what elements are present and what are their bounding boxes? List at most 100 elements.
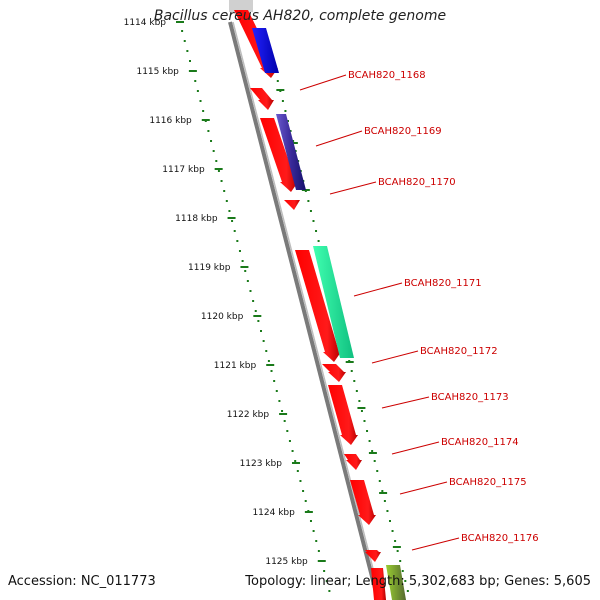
strand-dot <box>381 490 384 492</box>
strand-dot <box>276 80 279 82</box>
scale-dot <box>194 80 197 82</box>
strand-dot <box>360 410 363 412</box>
gene-label[interactable]: BCAH820_1172 <box>420 346 498 357</box>
kbp-tick-label: 1121 kbp <box>214 361 257 371</box>
scale-dot <box>252 300 255 302</box>
kbp-tick-label: 1114 kbp <box>124 18 167 28</box>
genome-title: Bacillus cereus AH820, complete genome <box>153 8 447 24</box>
scale-dot <box>199 100 202 102</box>
accession-label: Accession: NC_011773 <box>8 574 156 589</box>
scale-dot <box>223 190 226 192</box>
kbp-scale: 1114 kbp 1115 kbp 1116 kbp 1117 kbp 1118 kbp… <box>124 18 409 592</box>
gene-block <box>322 364 346 382</box>
scale-dot <box>281 410 284 412</box>
scale-dot <box>202 110 205 112</box>
scale-dot <box>204 120 207 122</box>
strand-dot <box>406 590 409 592</box>
gene-block <box>328 385 358 445</box>
scale-dot <box>233 230 236 232</box>
gene-leader-line <box>411 537 460 551</box>
strand-dot <box>286 120 289 122</box>
gene-label[interactable]: BCAH820_1176 <box>461 533 539 544</box>
scale-dot <box>320 560 323 562</box>
scale-dot <box>238 250 241 252</box>
gene-leader-line <box>353 282 403 297</box>
scale-dot <box>325 580 328 582</box>
gene-label[interactable]: BCAH820_1170 <box>378 177 456 188</box>
genome-summary: Topology: linear; Length: 5,302,683 bp; … <box>245 574 591 589</box>
scale-dot <box>246 280 249 282</box>
gene-label[interactable]: BCAH820_1169 <box>364 126 442 137</box>
gene-block <box>260 118 298 192</box>
strand-dot <box>386 510 389 512</box>
scale-dot <box>236 240 239 242</box>
scale-dot <box>286 430 289 432</box>
gene-block <box>344 454 362 470</box>
gene-label[interactable]: BCAH820_1171 <box>404 278 482 289</box>
gene-label[interactable]: BCAH820_1174 <box>441 437 519 448</box>
gene-label[interactable]: BCAH820_1175 <box>449 477 527 488</box>
scale-dot <box>225 200 228 202</box>
strand-dot <box>312 220 315 222</box>
strand-dot <box>289 130 292 132</box>
strand-dot <box>368 440 371 442</box>
genome-backbone <box>228 0 382 600</box>
gene-leader-line <box>371 350 419 364</box>
strand-dot <box>284 110 287 112</box>
kbp-tick-label: 1115 kbp <box>136 67 179 77</box>
scale-dot <box>241 260 244 262</box>
scale-dot <box>270 370 273 372</box>
scale-dot <box>317 550 320 552</box>
scale-dot <box>217 170 220 172</box>
scale-dot <box>191 70 194 72</box>
backbone-highlight <box>232 21 382 600</box>
scale-dot <box>267 360 270 362</box>
scale-dot <box>278 400 281 402</box>
gene-leader-line <box>399 481 448 495</box>
scale-dot <box>257 320 260 322</box>
gene-block-purple <box>276 114 306 190</box>
strand-dot <box>391 530 394 532</box>
scale-dot <box>302 490 305 492</box>
gene-block <box>371 568 386 600</box>
strand-dot <box>317 240 320 242</box>
gene-block <box>282 200 300 210</box>
scale-dot <box>323 570 326 572</box>
scale-dot <box>315 540 318 542</box>
scale-dot <box>296 470 299 472</box>
gene-label[interactable]: BCAH820_1168 <box>348 70 426 81</box>
gene-block <box>295 250 341 362</box>
gene-label[interactable]: BCAH820_1173 <box>431 392 509 403</box>
kbp-tick-label: 1124 kbp <box>252 508 295 518</box>
gene-block-green <box>313 246 354 358</box>
kbp-tick-label: 1123 kbp <box>240 459 283 469</box>
strand-dot <box>396 550 399 552</box>
scale-dot <box>210 140 213 142</box>
scale-dot <box>291 450 294 452</box>
strand-dot <box>388 520 391 522</box>
scale-dot <box>294 460 297 462</box>
scale-dot <box>304 500 307 502</box>
gene-leader-line <box>299 74 347 91</box>
scale-dot <box>244 270 247 272</box>
scale-dot <box>328 590 331 592</box>
scale-dot <box>249 290 252 292</box>
strand-dot <box>358 400 361 402</box>
scale-dot <box>215 160 218 162</box>
strand-dot <box>373 460 376 462</box>
gene-block <box>365 550 381 562</box>
gene-labels: BCAH820_1168 BCAH820_1169 BCAH820_1170 BCAH… <box>299 70 539 551</box>
strand-dot <box>307 200 310 202</box>
scale-dot <box>275 390 278 392</box>
strand-dot <box>401 570 404 572</box>
strand-dot <box>404 580 407 582</box>
scale-dot <box>181 30 184 32</box>
kbp-tick-label: 1122 kbp <box>227 410 270 420</box>
scale-dot <box>273 380 276 382</box>
strand-dot <box>315 230 318 232</box>
gene-leader-line <box>315 130 363 147</box>
scale-dot <box>288 440 291 442</box>
strand-dot <box>394 540 397 542</box>
gene-block-olive <box>386 565 406 600</box>
